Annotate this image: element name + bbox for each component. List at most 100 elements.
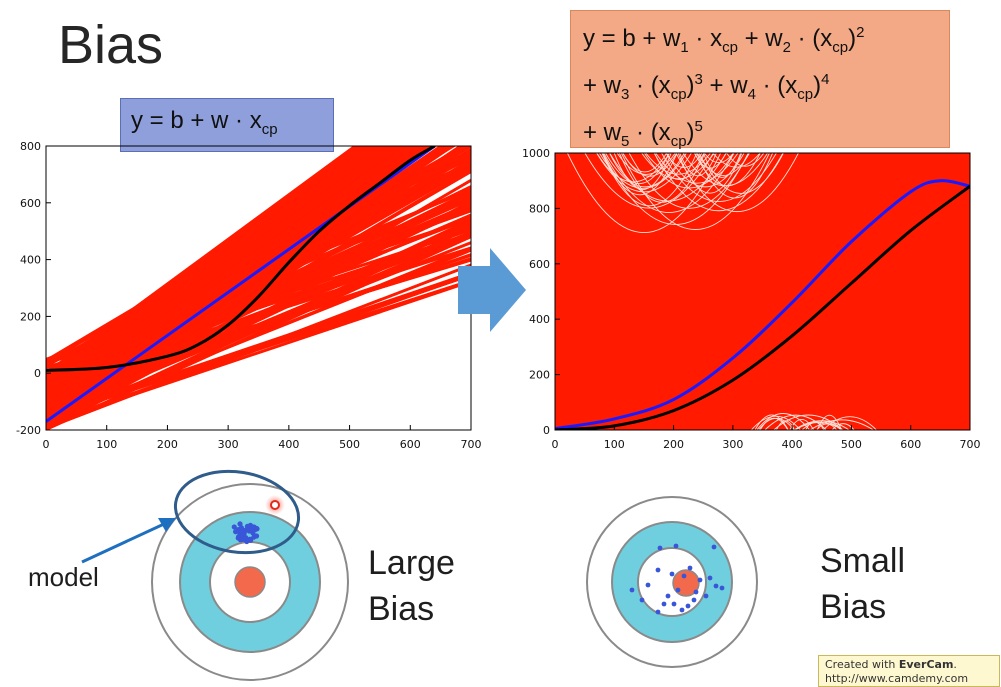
estimate-dot xyxy=(669,571,675,577)
plot-area xyxy=(555,100,970,430)
fit-arc xyxy=(609,153,670,185)
fit-line xyxy=(46,146,424,408)
estimate-dot xyxy=(657,545,663,551)
fit-line xyxy=(46,146,369,381)
fit-arc xyxy=(691,100,732,138)
fit-arc xyxy=(775,420,795,430)
plot-frame xyxy=(554,152,971,431)
x-tick-label: 300 xyxy=(722,438,743,451)
y-tick-label: 0 xyxy=(34,367,41,380)
estimate-dot xyxy=(655,609,661,615)
estimate-dot xyxy=(673,543,679,549)
fit-arc xyxy=(665,153,703,168)
model-label: model xyxy=(28,562,99,592)
fit-arc xyxy=(712,153,761,168)
estimate-dot xyxy=(703,593,709,599)
estimate-dot xyxy=(681,573,687,579)
model-pointer-arrowhead xyxy=(158,518,176,532)
model-ellipse xyxy=(173,469,301,555)
model-pointer-line xyxy=(81,522,165,564)
fit-arc xyxy=(602,153,678,195)
fit-arc xyxy=(613,153,672,190)
fit-arc xyxy=(679,153,717,177)
fit-arc xyxy=(831,423,855,430)
formula-line-3: + w5 · (xcp)5 xyxy=(583,117,703,150)
fit-arc xyxy=(605,153,685,188)
large-bias-target xyxy=(81,469,349,681)
right-arrow-icon xyxy=(458,248,526,332)
fit-arc xyxy=(602,153,749,225)
fit-arc xyxy=(616,153,676,175)
estimate-dot xyxy=(235,527,241,533)
estimate-dot xyxy=(685,603,691,609)
caption-line: Bias xyxy=(368,590,435,628)
x-tick-label: 400 xyxy=(782,438,803,451)
y-tick-label: 200 xyxy=(20,310,41,323)
estimate-dot xyxy=(697,577,703,583)
x-tick-label: 200 xyxy=(663,438,684,451)
small-bias-caption: Small Bias xyxy=(820,538,905,630)
y-tick-label: 800 xyxy=(20,140,41,153)
estimate-dot xyxy=(679,607,685,613)
fit-line xyxy=(46,146,363,378)
estimate-dot xyxy=(246,528,252,534)
fit-arc xyxy=(693,153,727,169)
fit-arc xyxy=(698,153,784,194)
estimate-dot xyxy=(231,524,237,530)
y-tick-label: 800 xyxy=(529,202,550,215)
y-tick-label: -200 xyxy=(16,424,41,437)
estimate-dot xyxy=(237,521,243,527)
fit-arc xyxy=(596,153,692,193)
estimate-dot xyxy=(645,582,651,588)
true-function-line xyxy=(555,185,970,430)
y-tick-label: 600 xyxy=(529,258,550,271)
true-function-line xyxy=(46,146,436,372)
y-tick-label: 600 xyxy=(20,197,41,210)
large-bias-caption: Large Bias xyxy=(368,540,455,632)
estimate-dot xyxy=(244,523,251,530)
fit-arc xyxy=(661,153,777,202)
x-tick-label: 100 xyxy=(96,438,117,451)
fit-arc xyxy=(773,414,844,430)
fit-line xyxy=(46,200,471,430)
x-tick-label: 700 xyxy=(960,438,981,451)
estimate-dot xyxy=(719,585,725,591)
fit-line xyxy=(46,146,387,390)
x-tick-label: 500 xyxy=(339,438,360,451)
fit-arc xyxy=(603,153,735,213)
fit-arc xyxy=(677,153,743,194)
fit-arc xyxy=(628,111,669,149)
fit-arc xyxy=(805,420,825,430)
x-tick-label: 300 xyxy=(218,438,239,451)
estimate-scatter xyxy=(629,543,725,615)
estimate-dot xyxy=(665,593,671,599)
fit-arc xyxy=(678,100,730,144)
estimate-dot xyxy=(242,527,248,533)
formula-line-2: + w3 · (xcp)3 + w4 · (xcp)4 xyxy=(583,70,830,103)
estimate-dot xyxy=(639,597,645,603)
fit-arc xyxy=(759,417,789,430)
estimate-dot xyxy=(693,589,699,595)
estimate-dot xyxy=(629,587,635,593)
fit-arc xyxy=(622,153,678,177)
fit-line xyxy=(46,146,413,403)
fit-line xyxy=(46,235,471,430)
formula-polynomial: y = b + w1 · xcp + w2 · (xcp)2 + w3 · (x… xyxy=(570,10,950,149)
fit-arc xyxy=(682,153,769,187)
estimate-dot xyxy=(687,565,693,571)
fit-line xyxy=(46,235,471,418)
y-tick-label: 400 xyxy=(20,254,41,267)
fit-arc xyxy=(584,153,714,209)
fit-arc xyxy=(666,153,745,188)
x-tick-label: 500 xyxy=(841,438,862,451)
slide-title: Bias xyxy=(58,15,164,75)
fit-arc xyxy=(643,153,735,189)
estimate-dot xyxy=(671,601,677,607)
fit-arc xyxy=(566,153,722,233)
x-tick-label: 600 xyxy=(900,438,921,451)
target-inner-ring xyxy=(637,547,707,617)
fit-arc xyxy=(641,153,715,180)
estimate-dot xyxy=(707,575,713,581)
